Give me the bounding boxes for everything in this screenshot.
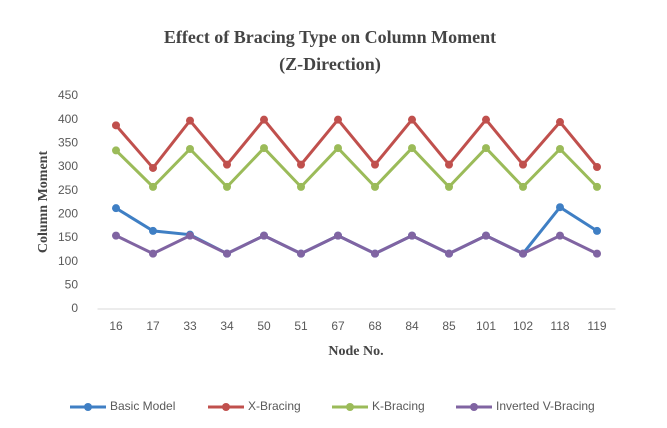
- data-point: [334, 231, 342, 240]
- y-axis-label: Column Moment: [36, 151, 51, 254]
- chart-title: Effect of Bracing Type on Column Moment …: [163, 27, 497, 74]
- series-line: [115, 233, 598, 256]
- x-tick-label: 33: [183, 319, 197, 333]
- series-line: [115, 205, 598, 256]
- legend-label: X-Bracing: [248, 399, 301, 413]
- data-point: [445, 249, 453, 258]
- x-tick-label: 51: [294, 319, 308, 333]
- data-point: [371, 182, 379, 191]
- data-point: [112, 231, 120, 240]
- data-point: [593, 226, 601, 235]
- data-point: [223, 160, 231, 169]
- x-tick-label: 84: [405, 319, 419, 333]
- y-tick-label: 250: [58, 183, 78, 197]
- data-point: [593, 163, 601, 171]
- y-tick-label: 200: [58, 207, 78, 221]
- data-point: [519, 249, 527, 258]
- x-tick-label: 34: [220, 319, 234, 333]
- data-point: [556, 203, 564, 212]
- y-tick-label: 0: [71, 301, 78, 315]
- data-point: [371, 160, 379, 169]
- data-point: [593, 249, 601, 258]
- x-axis-label: Node No.: [328, 344, 383, 359]
- data-point: [519, 160, 527, 169]
- data-point: [482, 115, 490, 124]
- legend-marker: [222, 403, 230, 411]
- x-tick-label: 118: [550, 319, 569, 333]
- data-point: [482, 144, 490, 153]
- data-point: [408, 115, 416, 124]
- x-tick-label: 85: [442, 319, 456, 333]
- data-point: [112, 204, 120, 213]
- y-tick-label: 400: [58, 112, 78, 126]
- legend-label: K-Bracing: [372, 399, 425, 413]
- data-point: [482, 231, 490, 240]
- data-point: [149, 163, 157, 172]
- data-point: [445, 160, 453, 169]
- data-point: [297, 182, 305, 191]
- y-tick-label: 50: [65, 278, 79, 292]
- legend-label: Basic Model: [110, 399, 175, 413]
- data-point: [556, 231, 564, 240]
- data-point: [149, 249, 157, 258]
- series-line: [114, 145, 599, 190]
- data-point: [223, 249, 231, 258]
- x-tick-label: 16: [109, 319, 123, 333]
- data-point: [186, 231, 194, 240]
- data-point: [149, 182, 157, 191]
- data-point: [186, 116, 194, 125]
- y-tick-label: 100: [58, 254, 78, 268]
- series-line: [114, 117, 599, 171]
- legend-marker: [84, 403, 92, 411]
- legend-label: Inverted V-Bracing: [496, 399, 595, 413]
- data-point: [149, 226, 157, 235]
- data-point: [371, 249, 379, 258]
- x-tick-label: 68: [368, 319, 382, 333]
- x-tick-label: 101: [476, 319, 496, 333]
- data-point: [408, 231, 416, 240]
- data-point: [445, 182, 453, 191]
- x-tick-label: 17: [146, 319, 160, 333]
- x-tick-label: 67: [331, 319, 345, 333]
- x-tick-label: 102: [513, 319, 533, 333]
- data-point: [223, 182, 231, 191]
- y-tick-label: 450: [58, 88, 78, 102]
- data-point: [112, 121, 120, 130]
- data-point: [297, 160, 305, 169]
- y-tick-label: 150: [58, 230, 78, 244]
- data-point: [260, 231, 268, 240]
- data-point: [186, 145, 194, 154]
- data-point: [334, 115, 342, 124]
- legend-marker: [470, 403, 478, 411]
- data-point: [556, 118, 564, 127]
- x-tick-label: 50: [257, 319, 271, 333]
- data-point: [334, 144, 342, 153]
- data-point: [260, 115, 268, 124]
- data-point: [519, 182, 527, 191]
- y-tick-label: 300: [58, 159, 78, 173]
- legend-marker: [346, 403, 354, 411]
- data-point: [297, 249, 305, 258]
- data-point: [112, 146, 120, 155]
- x-tick-label: 119: [587, 319, 606, 333]
- data-point: [556, 145, 564, 154]
- data-point: [260, 144, 268, 153]
- data-point: [593, 182, 601, 191]
- y-tick-label: 350: [58, 136, 78, 150]
- data-point: [408, 144, 416, 153]
